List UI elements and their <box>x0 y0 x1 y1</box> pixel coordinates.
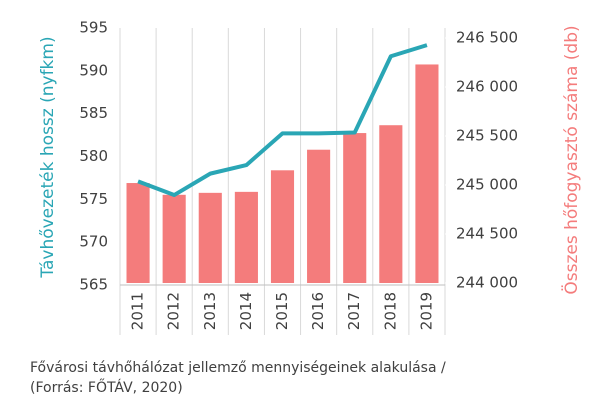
y-tick-label: 580 <box>79 147 108 165</box>
y-tick-label: 585 <box>79 104 108 122</box>
bar <box>379 125 403 283</box>
y2-tick-label: 245 000 <box>456 176 518 194</box>
x-tick-label: 2015 <box>273 292 291 330</box>
y2-tick-label: 245 500 <box>456 127 518 145</box>
line <box>137 43 428 198</box>
y2-tick-label: 244 000 <box>456 274 518 292</box>
x-tick-label: 2011 <box>129 292 147 330</box>
y-tick-label: 595 <box>79 19 108 37</box>
y2-axis-title: Összes hőfogyasztó száma (db) <box>560 25 582 294</box>
x-tick-label: 2017 <box>345 292 363 330</box>
caption-line: (Forrás: FŐTÁV, 2020) <box>30 378 183 396</box>
bar <box>415 64 439 284</box>
y2-tick-label: 246 500 <box>456 29 518 47</box>
bar <box>270 170 295 283</box>
x-tick-label: 2014 <box>237 292 255 330</box>
y-tick-label: 570 <box>79 233 108 251</box>
x-tick-label: 2013 <box>201 292 219 330</box>
x-tick-label: 2012 <box>165 292 183 330</box>
x-tick-label: 2019 <box>417 292 435 330</box>
bar <box>234 191 258 283</box>
y2-tick-label: 244 500 <box>456 225 518 243</box>
y-axis-title: Távhővezeték hossz (nyfkm) <box>38 36 58 278</box>
y-tick-label: 575 <box>79 190 108 208</box>
bar <box>126 183 150 283</box>
x-tick-label: 2018 <box>381 292 399 330</box>
bar <box>198 192 222 283</box>
bar <box>343 133 367 283</box>
caption-line: Fővárosi távhőhálózat jellemző mennyiség… <box>30 360 446 376</box>
y2-tick-label: 246 000 <box>456 78 518 96</box>
bar <box>162 194 186 283</box>
y-tick-label: 565 <box>79 276 108 294</box>
x-tick-label: 2016 <box>309 292 327 330</box>
bar <box>307 149 331 283</box>
y-tick-label: 590 <box>79 61 108 79</box>
